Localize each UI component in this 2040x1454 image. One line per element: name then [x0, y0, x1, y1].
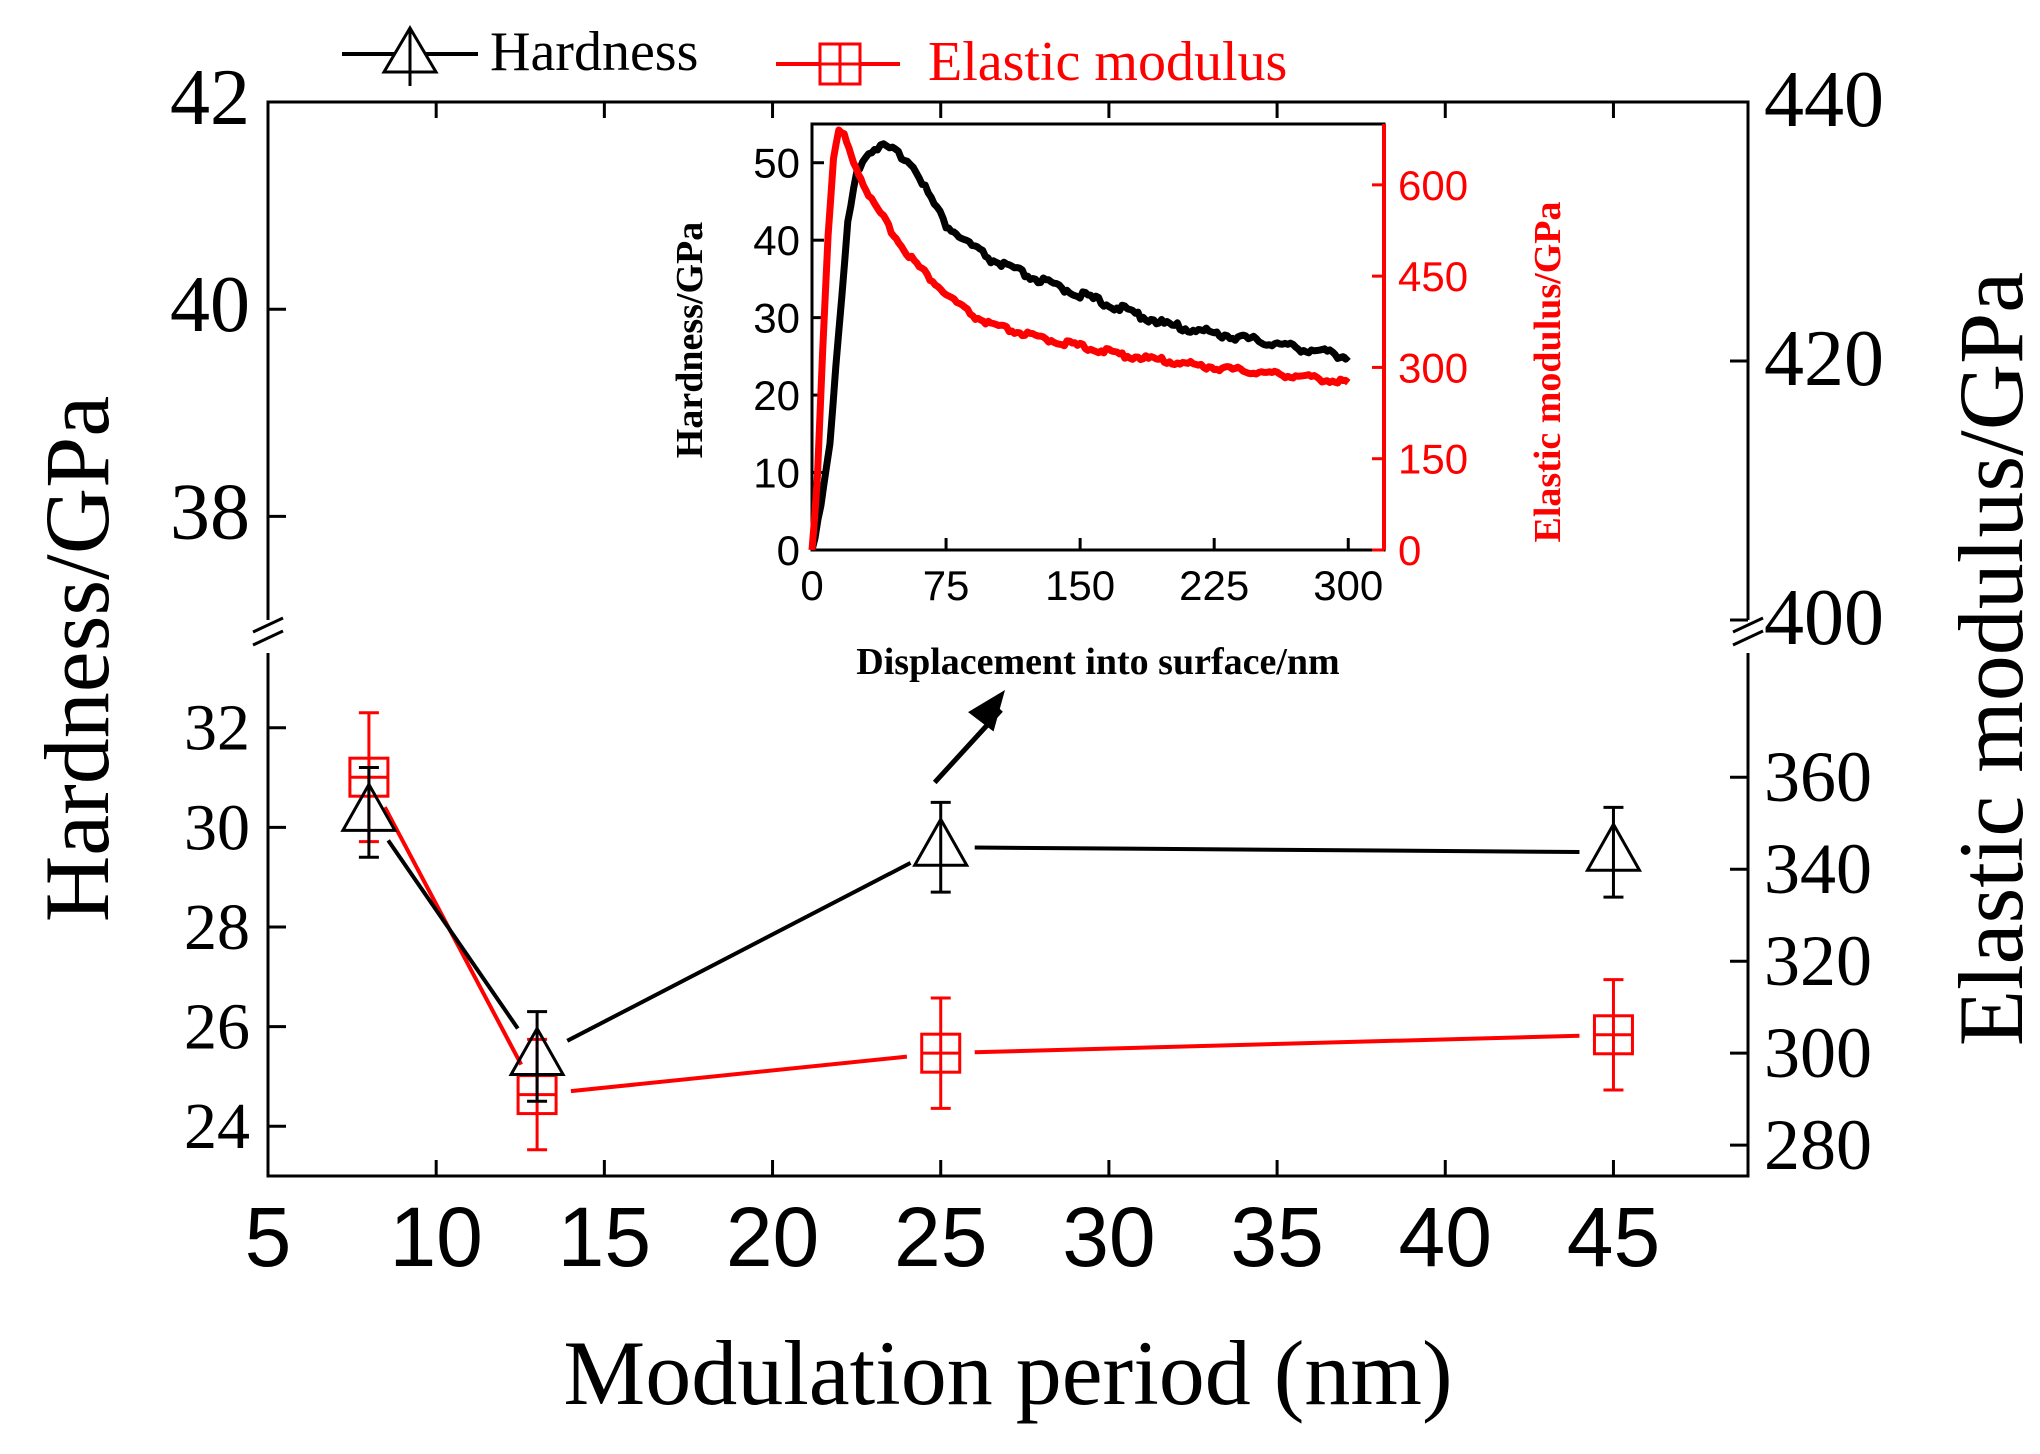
x-tick-label: 5 — [245, 1190, 292, 1284]
y-right-tick-label: 280 — [1764, 1105, 1872, 1185]
y-left-tick-label: 42 — [170, 54, 250, 142]
inset-modulus-curve — [808, 126, 1351, 551]
y-left-tick-label: 32 — [184, 692, 250, 765]
y-left-tick-label: 40 — [170, 261, 250, 349]
hardness-point — [1584, 821, 1643, 872]
y-left-tick-label: 38 — [170, 468, 250, 556]
inset-y-right-tick-label: 0 — [1398, 527, 1421, 574]
inset-x-tick-label: 75 — [923, 562, 970, 609]
modulus-line-segment — [974, 1033, 1580, 1055]
x-axis-label: Modulation period (nm) — [563, 1322, 1452, 1424]
inset-x-tick-label: 0 — [800, 562, 823, 609]
main-ticks: 5 10 15 20 25 30 35 40 4524262830323840422803003… — [170, 54, 1884, 1284]
inset-y-left-tick-label: 0 — [777, 527, 800, 574]
hardness-line-segment — [566, 861, 912, 1043]
hardness-point — [912, 816, 970, 867]
y-left-tick-label: 26 — [184, 991, 250, 1064]
inset-y-right-tick-label: 150 — [1398, 436, 1468, 483]
axis-break-marks — [252, 616, 1764, 647]
y-right-tick-label: 300 — [1764, 1013, 1872, 1093]
y-right-tick-label: 440 — [1764, 56, 1884, 144]
hardness-line-segment — [974, 845, 1580, 854]
inset-y-right-tick-label: 300 — [1398, 344, 1468, 391]
y-right-tick-label: 320 — [1764, 921, 1872, 1001]
y-axis-label-left: Hardness/GPa — [26, 396, 128, 922]
inset-hardness-curve — [808, 140, 1351, 551]
legend-hardness-label: Hardness — [490, 21, 698, 83]
x-tick-label: 15 — [558, 1190, 651, 1284]
inset-x-tick-label: 300 — [1313, 562, 1383, 609]
x-tick-label: 35 — [1230, 1190, 1323, 1284]
inset-y-axis-label-right: Elastic modulus/GPa — [1527, 202, 1569, 543]
frame-lower-panel — [266, 653, 1750, 1178]
x-tick-label: 30 — [1062, 1190, 1155, 1284]
hardness-point — [340, 781, 398, 832]
y-left-tick-label: 24 — [184, 1090, 250, 1163]
break-mark-right-2 — [1732, 629, 1764, 647]
inset-frame — [810, 122, 1386, 552]
inset-y-axis-label-left: Hardness/GPa — [669, 222, 711, 458]
y-left-tick-label: 30 — [184, 791, 250, 864]
inset-x-tick-label: 225 — [1179, 562, 1249, 609]
inset-x-tick-label: 150 — [1045, 562, 1115, 609]
y-right-tick-label: 360 — [1764, 737, 1872, 817]
y-right-tick-label: 340 — [1764, 829, 1872, 909]
y-left-tick-label: 28 — [184, 891, 250, 964]
inset-y-right-tick-label: 600 — [1398, 162, 1468, 209]
main-series — [340, 711, 1643, 1152]
inset-y-left-tick-label: 20 — [753, 372, 800, 419]
hardness-point — [508, 1025, 566, 1076]
inset-y-left-tick-label: 50 — [753, 140, 800, 187]
arrow-head — [968, 690, 1005, 732]
inset-series — [808, 126, 1351, 551]
x-tick-label: 20 — [726, 1190, 819, 1284]
x-tick-label: 40 — [1399, 1190, 1492, 1284]
inset-ticks: 0 75 150 225 300 0 10 20 30 40 50 0 150 300 450 600 — [753, 124, 1468, 609]
x-tick-label: 45 — [1567, 1190, 1660, 1284]
hardness-line-segment — [386, 839, 520, 1030]
x-tick-label: 25 — [894, 1190, 987, 1284]
inset-y-left-tick-label: 10 — [753, 450, 800, 497]
break-mark-left-2 — [252, 629, 284, 647]
x-tick-label: 10 — [389, 1190, 482, 1284]
y-right-tick-label: 420 — [1764, 315, 1884, 403]
modulus-line-segment — [570, 1054, 908, 1094]
legend: Hardness Elastic modulus — [342, 21, 1287, 93]
inset-x-axis-label: Displacement into surface/nm — [856, 641, 1339, 683]
y-right-tick-label: 400 — [1764, 574, 1884, 662]
inset-y-right-tick-label: 450 — [1398, 253, 1468, 300]
y-axis-label-right: Elastic modulus/GPa — [1940, 272, 2040, 1046]
inset-y-left-tick-label: 30 — [753, 295, 800, 342]
legend-modulus-label: Elastic modulus — [928, 31, 1287, 93]
break-mark-left-1 — [252, 616, 284, 634]
inset-y-left-tick-label: 40 — [753, 217, 800, 264]
break-mark-right-1 — [1732, 616, 1764, 634]
pointer-arrow — [932, 690, 1005, 785]
inset-chart: 0 75 150 225 300 0 10 20 30 40 50 0 150 300 450 600 Dis… — [669, 122, 1569, 683]
